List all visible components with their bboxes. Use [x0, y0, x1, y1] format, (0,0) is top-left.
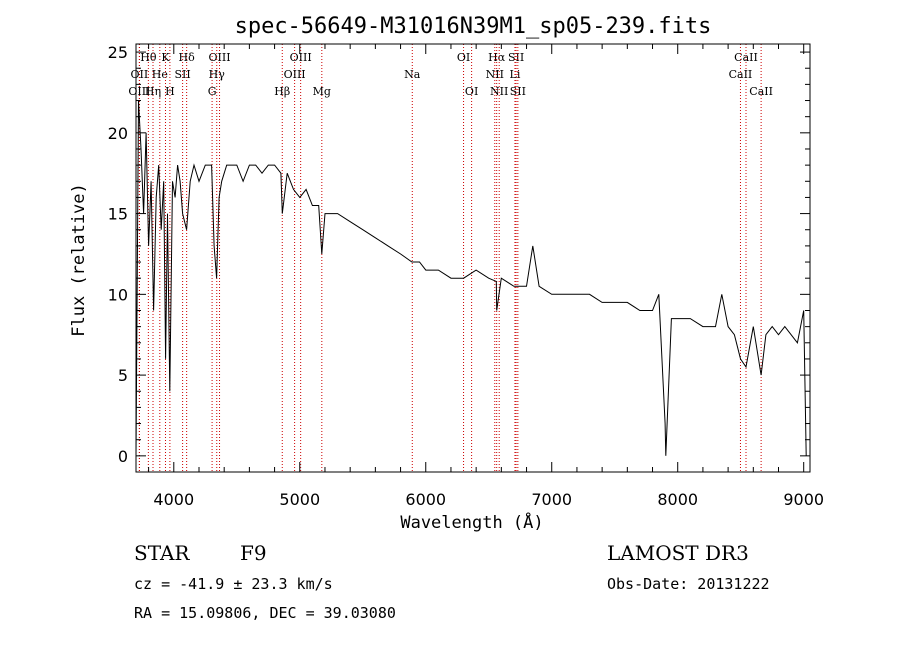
- x-tick-label: 8000: [657, 490, 698, 509]
- spectral-line-label: CaII: [749, 85, 773, 98]
- spectral-line-label: Hα: [488, 51, 506, 64]
- spectral-line-label: Hβ: [274, 85, 290, 98]
- coordinates: RA = 15.09806, DEC = 39.03080: [134, 604, 396, 622]
- spectrum-chart: spec-56649-M31016N39M1_sp05-239.fits Hθ O…: [69, 14, 824, 533]
- x-tick-label: 5000: [279, 490, 320, 509]
- spectral-line-label: OIII: [128, 85, 150, 98]
- x-tick-label: 9000: [783, 490, 824, 509]
- x-tick-label: 4000: [153, 490, 194, 509]
- spectral-line-label: NII: [486, 68, 504, 81]
- spectral-line-label: SII: [174, 68, 190, 81]
- x-tick-label: 7000: [531, 490, 572, 509]
- spectral-line-label: He: [152, 68, 168, 81]
- object-class: STAR: [134, 541, 190, 565]
- spectral-line-label: Mg: [313, 85, 331, 98]
- spectrum-series-line: [135, 100, 807, 456]
- survey-name: LAMOST DR3: [607, 541, 749, 565]
- spectral-line-label: Hγ: [209, 68, 226, 81]
- y-tick-label: 0: [118, 447, 128, 466]
- spectral-line-label: OI: [457, 51, 470, 64]
- spectral-line-label: OIII: [208, 51, 230, 64]
- spectral-line-label: SII: [510, 85, 526, 98]
- spectral-line-label: Na: [404, 68, 421, 81]
- spectral-line-label: SII: [508, 51, 524, 64]
- spectral-line-label: OI: [465, 85, 478, 98]
- redshift-cz: cz = -41.9 ± 23.3 km/s: [134, 575, 333, 593]
- spectral-line-label: CaII: [734, 51, 758, 64]
- x-axis-label: Wavelength (Å): [400, 511, 543, 533]
- chart-title: spec-56649-M31016N39M1_sp05-239.fits: [235, 14, 712, 39]
- spectral-line-label: K: [161, 51, 170, 64]
- y-tick-label: 25: [108, 43, 128, 62]
- spectral-line-label: CaII: [729, 68, 753, 81]
- object-subclass: F9: [240, 541, 267, 565]
- spectral-line-label: G: [208, 85, 217, 98]
- spectral-line-label: OIII: [284, 68, 306, 81]
- spectral-line-label: Li: [510, 68, 521, 81]
- axis-ticks: 4000 5000 6000 7000 8000 9000 0 5 10 15 20 25: [108, 43, 824, 509]
- spectral-line-label: NII: [490, 85, 508, 98]
- observation-date: Obs-Date: 20131222: [607, 575, 770, 593]
- y-axis-label: Flux (relative): [69, 183, 89, 337]
- plot-frame: [135, 43, 811, 473]
- spectral-line-label: Hη: [145, 85, 161, 98]
- spectral-line-label: OIII: [290, 51, 312, 64]
- x-tick-label: 6000: [405, 490, 446, 509]
- y-tick-label: 10: [108, 285, 128, 304]
- y-tick-label: 15: [108, 205, 128, 224]
- y-tick-label: 20: [108, 124, 128, 143]
- spectral-line-label: Hδ: [179, 51, 196, 64]
- spectral-line-label: Hθ: [140, 51, 157, 64]
- y-tick-label: 5: [118, 366, 128, 385]
- spectral-line-label: H: [165, 85, 175, 98]
